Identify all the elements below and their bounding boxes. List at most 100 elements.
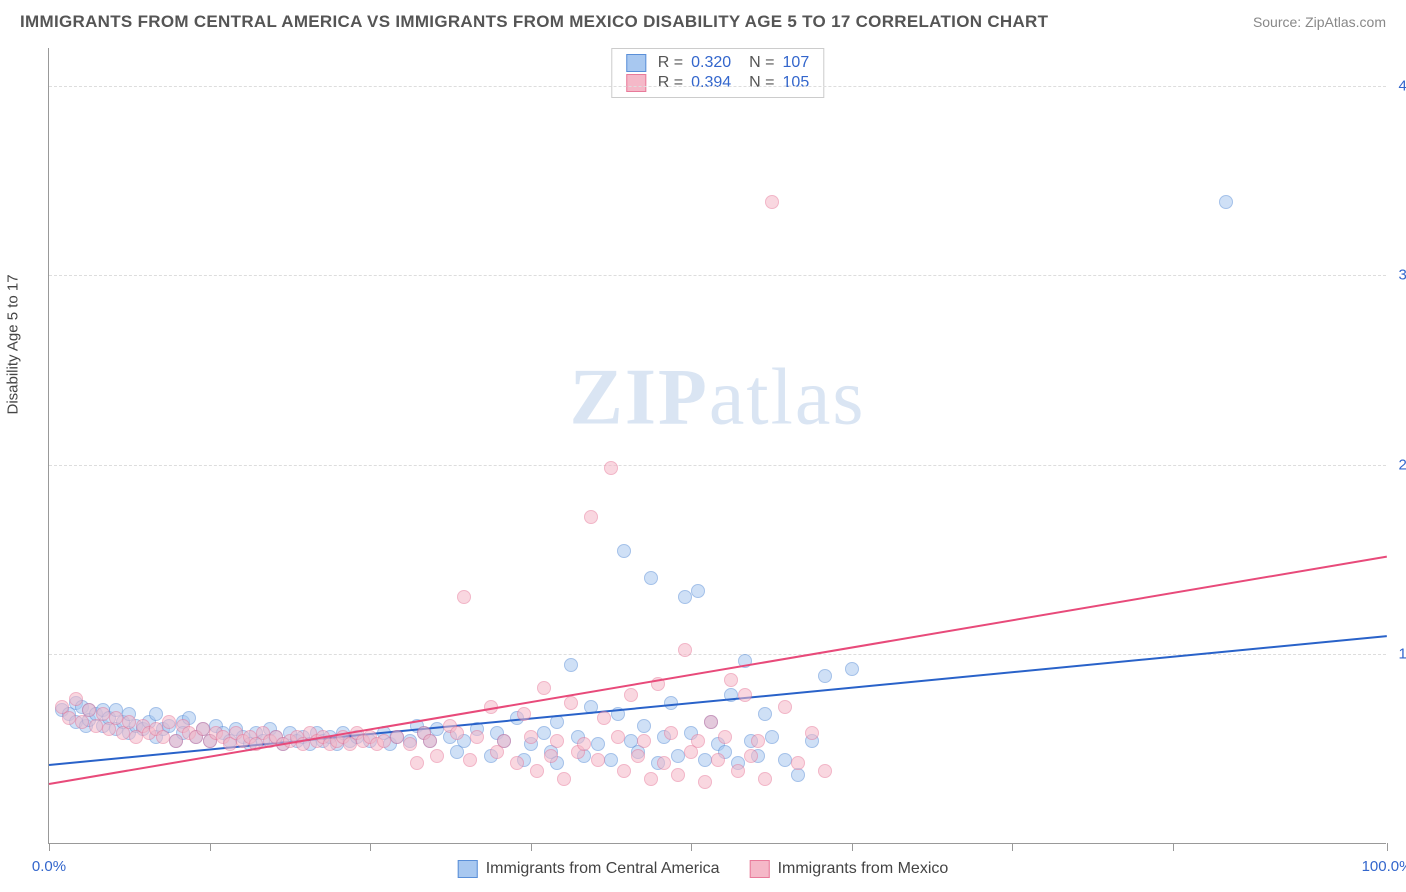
stat-r-label: R = bbox=[658, 54, 683, 72]
y-tick-label: 30.0% bbox=[1398, 267, 1406, 284]
scatter-point bbox=[637, 719, 651, 733]
scatter-point bbox=[845, 662, 859, 676]
scatter-point bbox=[617, 764, 631, 778]
scatter-point bbox=[156, 730, 170, 744]
scatter-point bbox=[671, 768, 685, 782]
chart-container: ZIPatlas R = 0.320 N = 107R = 0.394 N = 105 10… bbox=[48, 48, 1386, 844]
x-tick-label: 100.0% bbox=[1362, 858, 1406, 875]
scatter-point bbox=[69, 692, 83, 706]
scatter-point bbox=[149, 707, 163, 721]
watermark: ZIPatlas bbox=[570, 352, 866, 443]
scatter-point bbox=[169, 734, 183, 748]
scatter-point bbox=[617, 544, 631, 558]
scatter-point bbox=[805, 726, 819, 740]
x-tick-label: 0.0% bbox=[32, 858, 66, 875]
scatter-point bbox=[403, 737, 417, 751]
scatter-point bbox=[791, 756, 805, 770]
scatter-point bbox=[377, 734, 391, 748]
scatter-point bbox=[162, 715, 176, 729]
scatter-point bbox=[517, 707, 531, 721]
scatter-point bbox=[631, 749, 645, 763]
scatter-point bbox=[751, 734, 765, 748]
scatter-point bbox=[557, 772, 571, 786]
x-tick bbox=[531, 843, 532, 851]
plot-area: ZIPatlas R = 0.320 N = 107R = 0.394 N = 105 10… bbox=[48, 48, 1386, 844]
stat-r-value: 0.320 bbox=[691, 54, 731, 72]
stat-r-label: R = bbox=[658, 74, 683, 92]
series-legend: Immigrants from Central AmericaImmigrant… bbox=[458, 860, 949, 878]
scatter-point bbox=[410, 756, 424, 770]
scatter-point bbox=[470, 730, 484, 744]
scatter-point bbox=[818, 764, 832, 778]
x-tick bbox=[210, 843, 211, 851]
scatter-point bbox=[109, 711, 123, 725]
stats-row: R = 0.320 N = 107 bbox=[626, 53, 809, 73]
scatter-point bbox=[678, 590, 692, 604]
scatter-point bbox=[731, 764, 745, 778]
scatter-point bbox=[738, 688, 752, 702]
x-tick bbox=[370, 843, 371, 851]
stat-n-label: N = bbox=[749, 74, 774, 92]
scatter-point bbox=[604, 461, 618, 475]
scatter-point bbox=[82, 703, 96, 717]
scatter-point bbox=[497, 734, 511, 748]
scatter-point bbox=[1219, 195, 1233, 209]
scatter-point bbox=[758, 772, 772, 786]
scatter-point bbox=[463, 753, 477, 767]
y-axis-label: Disability Age 5 to 17 bbox=[5, 274, 22, 414]
scatter-point bbox=[611, 730, 625, 744]
x-tick bbox=[852, 843, 853, 851]
scatter-point bbox=[591, 737, 605, 751]
scatter-point bbox=[637, 734, 651, 748]
stat-n-value: 107 bbox=[783, 54, 810, 72]
scatter-point bbox=[510, 756, 524, 770]
stats-row: R = 0.394 N = 105 bbox=[626, 73, 809, 93]
scatter-point bbox=[765, 195, 779, 209]
scatter-point bbox=[530, 764, 544, 778]
scatter-point bbox=[597, 711, 611, 725]
chart-title: IMMIGRANTS FROM CENTRAL AMERICA VS IMMIG… bbox=[20, 12, 1048, 32]
scatter-point bbox=[564, 658, 578, 672]
legend-swatch bbox=[626, 74, 646, 92]
scatter-point bbox=[657, 756, 671, 770]
scatter-point bbox=[450, 726, 464, 740]
scatter-point bbox=[524, 730, 538, 744]
scatter-point bbox=[744, 749, 758, 763]
scatter-point bbox=[122, 715, 136, 729]
scatter-point bbox=[537, 681, 551, 695]
stat-n-label: N = bbox=[749, 54, 774, 72]
scatter-point bbox=[711, 753, 725, 767]
scatter-point bbox=[691, 734, 705, 748]
y-tick-label: 20.0% bbox=[1398, 456, 1406, 473]
scatter-point bbox=[758, 707, 772, 721]
legend-label: Immigrants from Mexico bbox=[778, 860, 949, 878]
source-label: Source: ZipAtlas.com bbox=[1253, 14, 1386, 30]
stat-r-value: 0.394 bbox=[691, 74, 731, 92]
scatter-point bbox=[390, 730, 404, 744]
scatter-point bbox=[584, 510, 598, 524]
scatter-point bbox=[698, 753, 712, 767]
scatter-point bbox=[778, 753, 792, 767]
scatter-point bbox=[765, 730, 779, 744]
scatter-point bbox=[624, 688, 638, 702]
scatter-point bbox=[457, 590, 471, 604]
y-tick-label: 40.0% bbox=[1398, 77, 1406, 94]
scatter-point bbox=[678, 643, 692, 657]
x-tick bbox=[1012, 843, 1013, 851]
scatter-point bbox=[604, 753, 618, 767]
scatter-point bbox=[550, 734, 564, 748]
scatter-point bbox=[577, 737, 591, 751]
scatter-point bbox=[724, 673, 738, 687]
x-tick bbox=[1387, 843, 1388, 851]
scatter-point bbox=[644, 571, 658, 585]
x-tick bbox=[691, 843, 692, 851]
scatter-point bbox=[671, 749, 685, 763]
scatter-point bbox=[96, 707, 110, 721]
legend-swatch bbox=[458, 860, 478, 878]
scatter-point bbox=[778, 700, 792, 714]
stat-n-value: 105 bbox=[783, 74, 810, 92]
gridline bbox=[49, 275, 1386, 276]
stats-legend: R = 0.320 N = 107 R = 0.394 N = 105 bbox=[611, 48, 824, 98]
x-tick bbox=[49, 843, 50, 851]
scatter-point bbox=[544, 749, 558, 763]
